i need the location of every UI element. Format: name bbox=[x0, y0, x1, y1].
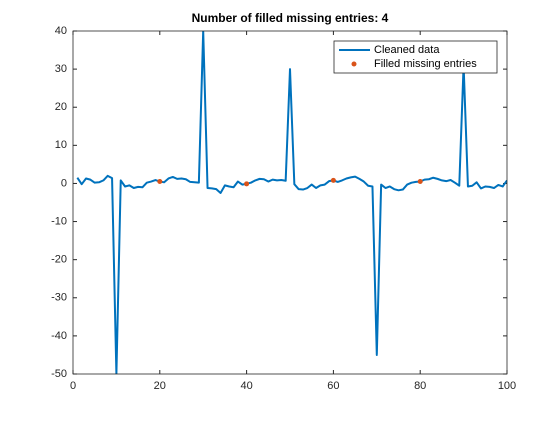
y-tick-label: 40 bbox=[55, 25, 67, 37]
legend-label: Filled missing entries bbox=[374, 58, 477, 70]
axes-box bbox=[72, 30, 508, 375]
legend-box bbox=[333, 40, 498, 74]
plot-content bbox=[76, 31, 507, 374]
y-tick-label: 10 bbox=[55, 139, 67, 151]
y-tick-label: 30 bbox=[55, 63, 67, 75]
x-tick-label: 40 bbox=[240, 380, 252, 392]
data-line bbox=[76, 31, 507, 374]
legend-swatch bbox=[351, 61, 357, 67]
data-point bbox=[157, 179, 163, 185]
x-tick-label: 0 bbox=[70, 380, 76, 392]
chart-title: Number of filled missing entries: 4 bbox=[192, 11, 389, 25]
y-tick-label: -40 bbox=[51, 330, 67, 342]
y-tick-label: -50 bbox=[51, 368, 67, 380]
y-tick-label: -30 bbox=[51, 292, 67, 304]
y-tick-label: 20 bbox=[55, 101, 67, 113]
data-point bbox=[330, 177, 336, 183]
x-tick-label: 20 bbox=[154, 380, 166, 392]
legend: Cleaned data Filled missing entries bbox=[333, 40, 498, 74]
x-tick-label: 60 bbox=[327, 380, 339, 392]
x-tick-label: 100 bbox=[498, 380, 516, 392]
legend-label: Cleaned data bbox=[374, 44, 440, 56]
data-point bbox=[244, 181, 250, 187]
y-tick-label: -10 bbox=[51, 215, 67, 227]
y-tick-label: -20 bbox=[51, 254, 67, 266]
data-point bbox=[417, 179, 423, 185]
y-tick-label: 0 bbox=[61, 177, 67, 189]
x-tick-label: 80 bbox=[414, 380, 426, 392]
